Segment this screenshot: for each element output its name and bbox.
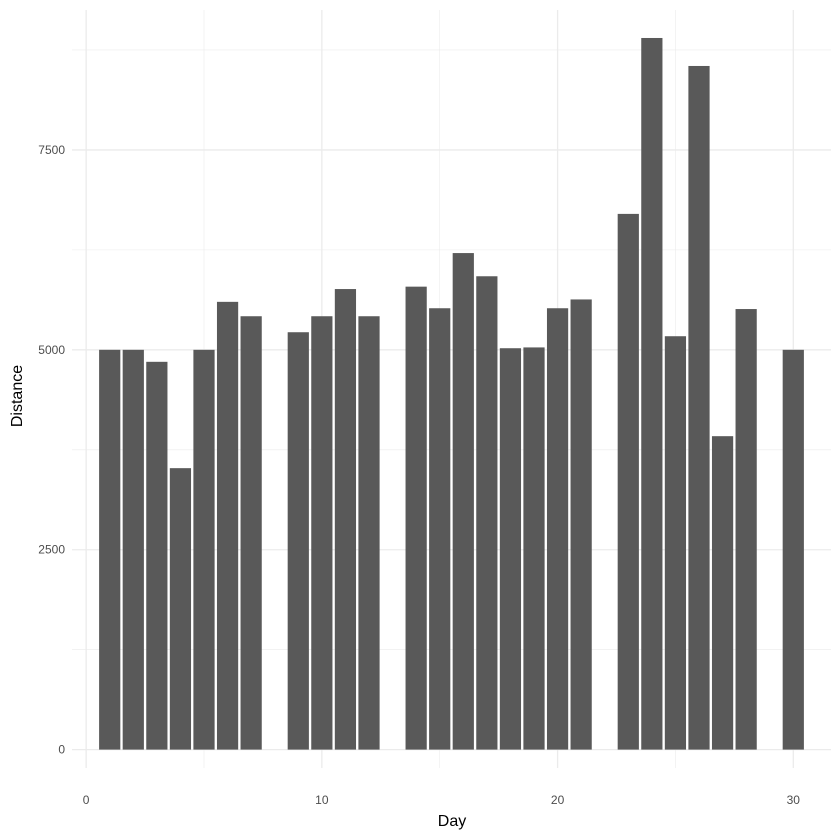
x-tick-label: 20: [551, 793, 565, 807]
y-tick-label: 7500: [38, 143, 65, 157]
bar-day-12: [358, 316, 380, 750]
y-axis-tick-labels: 0 2500 5000 7500: [38, 143, 65, 757]
y-axis-title: Distance: [9, 365, 26, 427]
bar-day-23: [617, 213, 639, 750]
bar-day-3: [146, 361, 168, 750]
x-axis-title: Day: [438, 813, 466, 830]
bar-day-19: [523, 347, 545, 750]
y-tick-label: 2500: [38, 543, 65, 557]
bar-day-20: [546, 308, 569, 750]
bars: [99, 37, 804, 750]
bar-day-24: [641, 37, 663, 750]
y-tick-label: 0: [58, 743, 65, 757]
bar-day-9: [287, 332, 309, 750]
x-tick-label: 0: [83, 793, 90, 807]
bar-day-14: [405, 286, 427, 750]
bar-day-21: [570, 299, 592, 750]
bar-day-15: [429, 308, 451, 750]
bar-day-5: [193, 349, 215, 750]
bar-day-27: [711, 436, 734, 750]
bar-day-10: [311, 316, 333, 750]
x-tick-label: 30: [787, 793, 801, 807]
bar-day-2: [122, 349, 144, 750]
bar-day-1: [99, 349, 121, 750]
bar-day-26: [688, 65, 710, 750]
y-tick-label: 5000: [38, 343, 65, 357]
bar-day-30: [782, 349, 804, 750]
bar-day-28: [735, 309, 757, 750]
bar-day-16: [452, 253, 474, 750]
bar-day-4: [169, 468, 192, 750]
bar-day-18: [499, 348, 522, 750]
x-axis-tick-labels: 0 10 20 30: [83, 793, 800, 807]
bar-day-6: [216, 301, 239, 750]
x-tick-label: 10: [315, 793, 329, 807]
bar-day-7: [240, 316, 262, 750]
bar-day-25: [664, 336, 687, 750]
bar-day-11: [334, 289, 357, 750]
bar-day-17: [476, 276, 498, 750]
